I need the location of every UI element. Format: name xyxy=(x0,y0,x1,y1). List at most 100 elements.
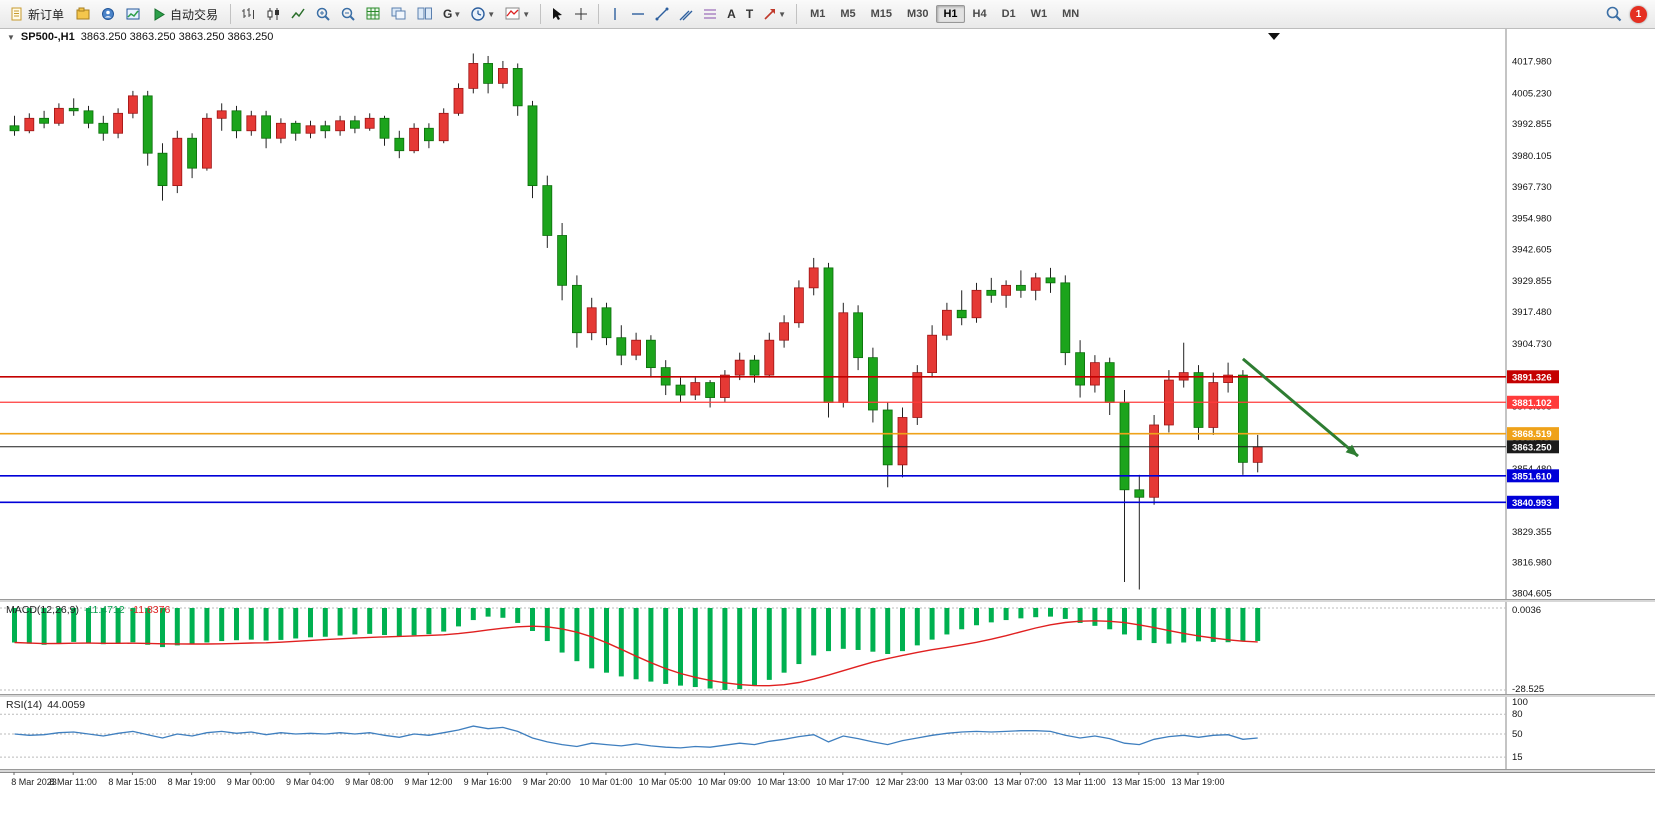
macd-pane[interactable]: 0.0036 -28.525 MACD(12,26,9) -11.4712 -11… xyxy=(0,602,1655,694)
macd-histogram-bar xyxy=(41,608,47,645)
cursor-button[interactable] xyxy=(547,4,568,24)
terminal-icon xyxy=(126,8,140,20)
timeframe-button-h4[interactable]: H4 xyxy=(966,5,994,23)
price-tag[interactable] xyxy=(1507,370,1559,384)
trendline-tool-button[interactable] xyxy=(651,4,673,24)
autotrading-button[interactable]: 自动交易 xyxy=(147,3,224,26)
macd-histogram-bar xyxy=(160,608,165,648)
macd-histogram-bar xyxy=(352,608,358,635)
tile-windows-button[interactable] xyxy=(387,4,411,24)
candle-up xyxy=(808,267,819,289)
candle-up xyxy=(690,382,701,396)
timeframe-button-mn[interactable]: MN xyxy=(1055,5,1086,23)
trend-arrow[interactable] xyxy=(1241,357,1359,458)
navigator-button[interactable] xyxy=(97,4,120,24)
line-chart-button[interactable] xyxy=(287,4,310,24)
timeframe-button-m30[interactable]: M30 xyxy=(900,5,935,23)
svg-text:3840.993: 3840.993 xyxy=(1512,498,1552,509)
price-tag[interactable] xyxy=(1507,495,1559,509)
macd-histogram-bar xyxy=(1225,608,1231,643)
macd-histogram-bar xyxy=(1077,608,1083,623)
new-order-icon xyxy=(11,7,22,21)
price-tag[interactable] xyxy=(1507,440,1559,454)
pane-separator[interactable] xyxy=(0,769,1655,772)
candle-up xyxy=(54,107,64,124)
macd-canvas[interactable]: 0.0036 -28.525 xyxy=(0,602,1655,694)
cascade-windows-button[interactable] xyxy=(413,4,437,24)
candlestick-chart-button[interactable] xyxy=(262,4,285,24)
indicators-icon xyxy=(505,7,520,20)
clock-icon xyxy=(471,6,485,21)
candle-down xyxy=(1045,277,1056,284)
toolbar-separator xyxy=(796,4,798,24)
market-watch-button[interactable] xyxy=(72,4,95,24)
symbol-dropdown-icon[interactable]: ▼ xyxy=(7,32,15,42)
macd-histogram-bar xyxy=(1240,608,1246,642)
search-icon[interactable] xyxy=(1606,6,1622,22)
time-axis-label: 13 Mar 07:00 xyxy=(994,777,1047,787)
main-chart-canvas[interactable]: 4017.980 4005.230 3992.855 3980.105 3967.730… xyxy=(0,29,1655,599)
timeframe-button-d1[interactable]: D1 xyxy=(995,5,1023,23)
notification-badge[interactable]: 1 xyxy=(1630,5,1647,23)
text-label-tool-button[interactable]: T xyxy=(742,4,757,24)
candle-down xyxy=(986,289,997,296)
grid-button[interactable] xyxy=(362,4,385,24)
macd-histogram-bar xyxy=(515,608,521,623)
symbol-label: SP500-,H1 xyxy=(20,31,75,43)
macd-histogram-bar xyxy=(1048,608,1053,617)
vertical-line-tool-button[interactable] xyxy=(605,4,625,24)
candle-down xyxy=(1016,284,1026,291)
fibonacci-icon xyxy=(704,9,717,19)
timeframe-button-m15[interactable]: M15 xyxy=(864,5,899,23)
timeframe-button-m1[interactable]: M1 xyxy=(803,5,832,23)
candle-up xyxy=(897,417,908,466)
main-chart-pane[interactable]: 4017.980 4005.230 3992.855 3980.105 3967.730… xyxy=(0,29,1655,599)
fibonacci-tool-button[interactable] xyxy=(699,4,721,24)
timeframe-button-h1[interactable]: H1 xyxy=(936,5,965,23)
trend-arrow-head xyxy=(1345,444,1358,457)
bar-chart-button[interactable] xyxy=(237,4,260,24)
timeframe-button-w1[interactable]: W1 xyxy=(1024,5,1055,23)
price-tag[interactable] xyxy=(1507,469,1559,483)
rsi-line xyxy=(14,725,1258,749)
macd-histogram-bar xyxy=(900,608,905,652)
horizontal-line-tool-button[interactable] xyxy=(627,4,649,24)
timeframe-button-m5[interactable]: M5 xyxy=(833,5,862,23)
indicators-button[interactable]: ▼ xyxy=(501,4,534,24)
pane-separator[interactable] xyxy=(0,694,1655,697)
macd-histogram-bar xyxy=(1018,608,1024,619)
price-tag[interactable] xyxy=(1507,395,1559,409)
time-axis-label: 8 Mar 15:00 xyxy=(108,777,156,787)
time-axis-pane[interactable]: 8 Mar 2023 8 Mar 11:00 8 Mar 15:00 8 Mar 19… xyxy=(0,772,1655,792)
group-charts-button[interactable]: G ▼ xyxy=(439,4,465,24)
candle-up xyxy=(1090,362,1100,386)
time-axis-label: 9 Mar 16:00 xyxy=(464,777,512,787)
bar-chart-icon xyxy=(242,8,255,19)
terminal-button[interactable] xyxy=(122,4,145,24)
zoom-in-button[interactable] xyxy=(312,4,335,25)
candle-up xyxy=(275,122,286,139)
macd-histogram-bar xyxy=(870,608,876,652)
crosshair-button[interactable] xyxy=(570,4,592,24)
macd-histogram-bar xyxy=(1092,608,1098,626)
pane-separator[interactable] xyxy=(0,599,1655,602)
period-button[interactable]: ▼ xyxy=(467,4,499,25)
text-tool-button[interactable]: A xyxy=(723,4,740,24)
rsi-value: 44.0059 xyxy=(47,699,86,711)
svg-text:3851.610: 3851.610 xyxy=(1512,471,1552,482)
arrows-tool-button[interactable]: ▼ xyxy=(759,4,790,24)
price-tag[interactable] xyxy=(1507,427,1559,441)
text-label-tool-icon: T xyxy=(745,7,754,21)
chart-shift-marker[interactable] xyxy=(1268,33,1280,40)
rsi-pane[interactable]: 100 80 50 15 RSI(14) 44.0059 xyxy=(0,697,1655,769)
zoom-out-button[interactable] xyxy=(337,4,360,25)
svg-text:3891.326: 3891.326 xyxy=(1512,372,1552,383)
candle-down xyxy=(394,137,405,152)
channel-tool-button[interactable] xyxy=(675,4,697,24)
candle-up xyxy=(586,307,597,334)
new-order-button[interactable]: 新订单 xyxy=(4,3,70,26)
macd-histogram-bar xyxy=(988,608,994,623)
candle-down xyxy=(349,120,360,129)
